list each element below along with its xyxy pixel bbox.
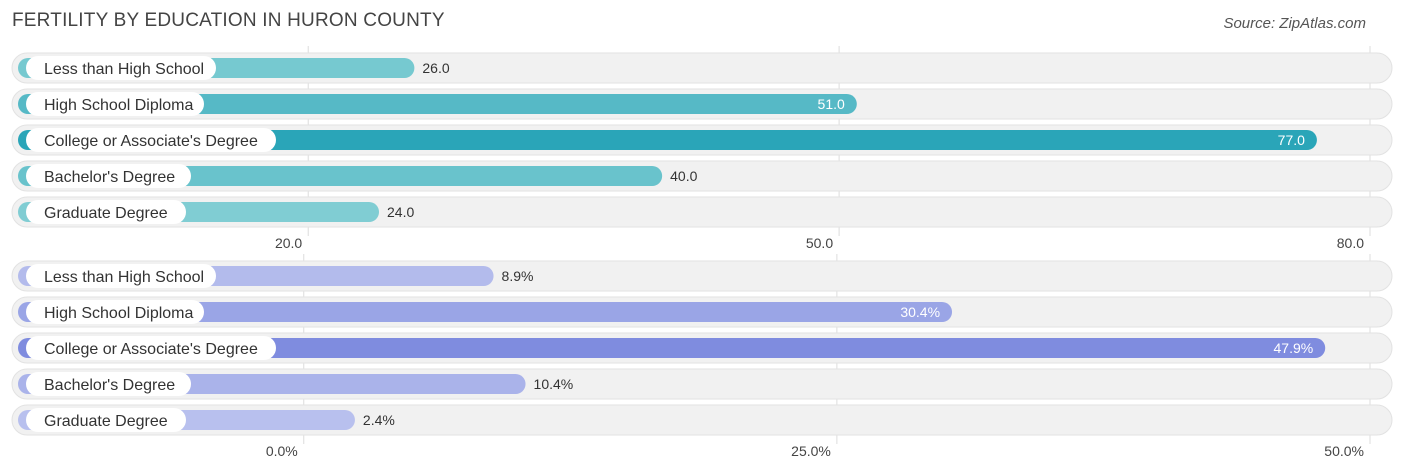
category-label: College or Associate's Degree [44,341,258,358]
category-label: High School Diploma [44,97,194,114]
bar-row-college-or-associate-s-degree: College or Associate's Degree 47.9% [11,332,1393,364]
value-label: 10.4% [534,376,574,392]
bar-row-graduate-degree: Graduate Degree 24.0 [11,196,1393,228]
x-tick-label: 0.0% [266,443,298,459]
bar-row-less-than-high-school: Less than High School 8.9% [11,260,1393,292]
value-label: 77.0 [1278,132,1305,148]
category-label: Graduate Degree [44,413,168,430]
x-tick-label: 80.0 [1337,235,1364,251]
x-tick-label: 50.0 [806,235,833,251]
category-label-pill [26,92,204,116]
bar [18,94,857,114]
category-label-pill [26,200,186,224]
source-credit: Source: ZipAtlas.com [1223,15,1366,32]
bar [18,130,1317,150]
value-label: 2.4% [363,412,395,428]
fertility-percent-chart-svg: 0.0% 25.0% 50.0% Less than High School 8.9% H… [11,254,1393,459]
bar-row-college-or-associate-s-degree: College or Associate's Degree 77.0 [11,124,1393,156]
category-label-pill [26,56,216,80]
category-label: High School Diploma [44,305,194,322]
category-label-pill [26,164,191,188]
value-label: 40.0 [670,168,697,184]
x-tick-label: 50.0% [1324,443,1364,459]
category-label: Bachelor's Degree [44,169,175,186]
bar-row-bachelor-s-degree: Bachelor's Degree 10.4% [11,368,1393,400]
bar-row-high-school-diploma: High School Diploma 30.4% [11,296,1393,328]
value-label: 8.9% [502,268,534,284]
value-label: 26.0 [422,60,449,76]
value-label: 30.4% [900,304,940,320]
bar-row-graduate-degree: Graduate Degree 2.4% [11,404,1393,436]
category-label-pill [26,300,204,324]
bar [18,338,1326,358]
bar [18,302,953,322]
category-label: College or Associate's Degree [44,133,258,150]
value-label: 51.0 [818,96,845,112]
bar-row-high-school-diploma: High School Diploma 51.0 [11,88,1393,120]
value-label: 47.9% [1274,340,1314,356]
category-label-pill [26,264,216,288]
fertility-percent-chart: 0.0% 25.0% 50.0% Less than High School 8.9% H… [0,254,1406,475]
chart-title: FERTILITY BY EDUCATION IN HURON COUNTY [12,10,445,31]
fertility-count-chart-svg: 20.0 50.0 80.0 Less than High School 26.0 Hig… [11,46,1393,251]
category-label-pill [26,336,276,360]
x-tick-label: 25.0% [791,443,831,459]
category-label: Less than High School [44,269,204,286]
category-label: Bachelor's Degree [44,377,175,394]
x-tick-label: 20.0 [275,235,302,251]
bar-row-less-than-high-school: Less than High School 26.0 [11,52,1393,84]
category-label: Graduate Degree [44,205,168,222]
fertility-count-chart: 20.0 50.0 80.0 Less than High School 26.0 Hig… [0,46,1406,258]
bar-track [11,404,1393,436]
category-label-pill [26,408,186,432]
category-label: Less than High School [44,61,204,78]
bar-row-bachelor-s-degree: Bachelor's Degree 40.0 [11,160,1393,192]
value-label: 24.0 [387,204,414,220]
category-label-pill [26,128,276,152]
category-label-pill [26,372,191,396]
